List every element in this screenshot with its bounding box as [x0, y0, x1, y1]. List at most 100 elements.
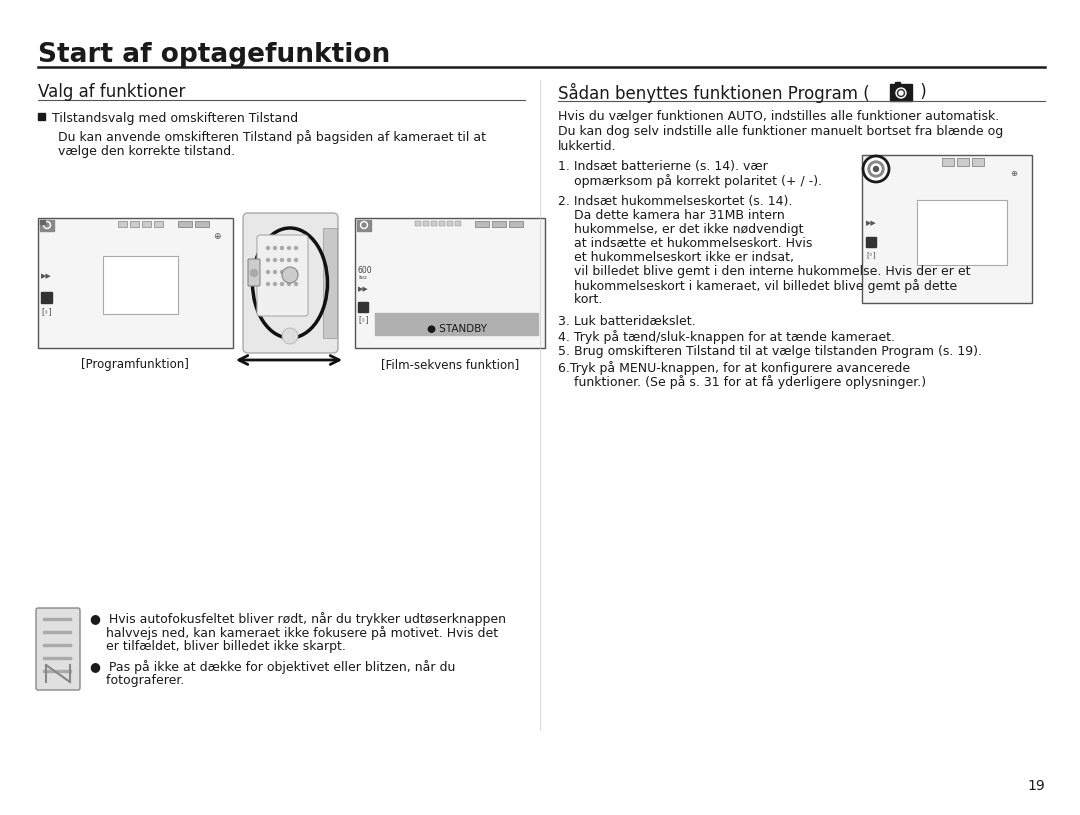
Circle shape [868, 161, 885, 177]
Text: at indsætte et hukommelseskort. Hvis: at indsætte et hukommelseskort. Hvis [558, 237, 812, 250]
Circle shape [899, 91, 903, 95]
Circle shape [273, 246, 276, 249]
Bar [375, 313, 538, 335]
Circle shape [295, 283, 297, 285]
Circle shape [267, 258, 270, 262]
Text: Tilstandsvalg med omskifteren Tilstand: Tilstandsvalg med omskifteren Tilstand [52, 112, 298, 125]
Bar [972, 158, 984, 166]
Text: [◦]: [◦] [357, 315, 368, 324]
Bar [862, 155, 1032, 303]
Circle shape [273, 283, 276, 285]
Text: ●  Pas på ikke at dække for objektivet eller blitzen, når du: ● Pas på ikke at dække for objektivet el… [90, 660, 456, 674]
Bar [195, 221, 210, 227]
Text: opmærksom på korrekt polaritet (+ / -).: opmærksom på korrekt polaritet (+ / -). [558, 174, 822, 188]
Circle shape [295, 246, 297, 249]
Text: Sådan benyttes funktionen Program (: Sådan benyttes funktionen Program ( [558, 83, 869, 103]
FancyBboxPatch shape [243, 213, 338, 353]
Text: fotograferer.: fotograferer. [90, 674, 185, 687]
Bar [890, 84, 912, 101]
Bar [438, 221, 445, 226]
Text: Valg af funktioner: Valg af funktioner [38, 83, 186, 101]
Text: 5. Brug omskifteren Tilstand til at vælge tilstanden Program (s. 19).: 5. Brug omskifteren Tilstand til at vælg… [558, 345, 982, 358]
Bar [141, 221, 151, 227]
Bar [492, 221, 507, 227]
Text: 600: 600 [357, 266, 373, 275]
Text: hukommelseskort i kameraet, vil billedet blive gemt på dette: hukommelseskort i kameraet, vil billedet… [558, 279, 957, 293]
Text: 3. Luk batteridækslet.: 3. Luk batteridækslet. [558, 315, 696, 328]
Circle shape [45, 223, 49, 227]
Bar [895, 82, 900, 86]
Text: [Film-sekvens funktion]: [Film-sekvens funktion] [381, 358, 519, 371]
Bar [475, 221, 489, 227]
Bar [118, 221, 127, 227]
Text: lukkertid.: lukkertid. [558, 140, 617, 153]
Bar [942, 158, 954, 166]
Bar [917, 200, 1007, 265]
Circle shape [287, 258, 291, 262]
Bar [40, 220, 45, 224]
Bar [43, 631, 71, 633]
Text: kort.: kort. [558, 293, 603, 306]
FancyBboxPatch shape [36, 608, 80, 690]
Circle shape [267, 283, 270, 285]
Circle shape [43, 222, 51, 228]
Bar [43, 644, 71, 646]
Text: 19: 19 [1027, 779, 1045, 793]
Text: vælge den korrekte tilstand.: vælge den korrekte tilstand. [58, 145, 235, 158]
FancyBboxPatch shape [257, 235, 308, 316]
Text: hukommelse, er det ikke nødvendigt: hukommelse, er det ikke nødvendigt [558, 223, 804, 236]
Text: ⊕: ⊕ [213, 232, 220, 241]
Text: vil billedet blive gemt i den interne hukommelse. Hvis der er et: vil billedet blive gemt i den interne hu… [558, 265, 971, 278]
Bar [323, 228, 337, 338]
Bar [43, 618, 71, 620]
Circle shape [287, 246, 291, 249]
Circle shape [282, 328, 298, 344]
Circle shape [251, 270, 257, 276]
Bar [130, 221, 139, 227]
Circle shape [874, 166, 878, 171]
Text: Start af optagefunktion: Start af optagefunktion [38, 42, 390, 68]
Text: ▶▶: ▶▶ [41, 273, 52, 279]
Circle shape [362, 223, 366, 227]
Text: ): ) [915, 83, 927, 101]
Bar [866, 237, 876, 247]
Circle shape [295, 271, 297, 274]
Bar [178, 221, 192, 227]
Bar [415, 221, 421, 226]
Text: [◦]: [◦] [41, 307, 52, 316]
Text: Hvis du vælger funktionen AUTO, indstilles alle funktioner automatisk.: Hvis du vælger funktionen AUTO, indstill… [558, 110, 999, 123]
Bar [447, 221, 453, 226]
Text: Du kan dog selv indstille alle funktioner manuelt bortset fra blænde og: Du kan dog selv indstille alle funktione… [558, 125, 1003, 138]
Circle shape [267, 271, 270, 274]
Bar [455, 221, 461, 226]
Text: halvvejs ned, kan kameraet ikke fokusere på motivet. Hvis det: halvvejs ned, kan kameraet ikke fokusere… [90, 626, 498, 640]
Circle shape [273, 271, 276, 274]
Circle shape [281, 271, 283, 274]
Circle shape [287, 271, 291, 274]
Circle shape [896, 88, 906, 98]
Circle shape [267, 246, 270, 249]
Bar [423, 221, 429, 226]
Circle shape [863, 156, 889, 182]
Text: 2. Indsæt hukommelseskortet (s. 14).: 2. Indsæt hukommelseskortet (s. 14). [558, 195, 793, 208]
Text: Da dette kamera har 31MB intern: Da dette kamera har 31MB intern [558, 209, 785, 222]
Circle shape [870, 164, 881, 174]
Bar [43, 670, 71, 672]
Circle shape [287, 283, 291, 285]
Text: 1. Indsæt batterierne (s. 14). vær: 1. Indsæt batterierne (s. 14). vær [558, 160, 768, 173]
Circle shape [281, 258, 283, 262]
Bar [41, 292, 52, 303]
Text: iso: iso [357, 275, 367, 280]
Bar [509, 221, 523, 227]
Circle shape [281, 283, 283, 285]
Text: [Programfunktion]: [Programfunktion] [81, 358, 189, 371]
Circle shape [361, 222, 367, 228]
Bar [103, 256, 178, 314]
Bar [357, 302, 368, 312]
Circle shape [281, 246, 283, 249]
Text: et hukommelseskort ikke er indsat,: et hukommelseskort ikke er indsat, [558, 251, 794, 264]
Circle shape [273, 258, 276, 262]
Bar [154, 221, 163, 227]
Bar [957, 158, 969, 166]
Bar [43, 657, 71, 659]
